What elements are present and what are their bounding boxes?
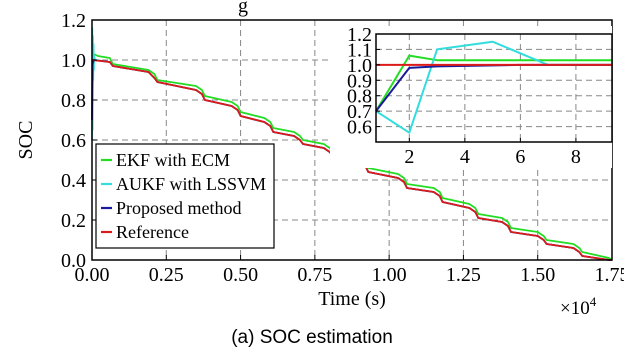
inset-x-tick-label: 2 xyxy=(404,146,414,168)
inset-grid xyxy=(376,33,612,142)
y-tick-label: 0.4 xyxy=(61,170,86,192)
x-tick-label: 1.00 xyxy=(372,264,407,286)
x-tick-label: 0.25 xyxy=(149,264,184,286)
inset-series-line-ekf xyxy=(375,54,612,112)
legend-label-proposed: Proposed method xyxy=(116,198,242,218)
inset-y-tick-label: 0.8 xyxy=(347,86,372,108)
inset-y-tick-label: 0.6 xyxy=(347,117,372,139)
inset-series xyxy=(375,40,612,134)
inset-frame xyxy=(375,33,613,143)
x-axis-label: Time (s) xyxy=(318,288,386,310)
inset-y-tick-label: 0.9 xyxy=(347,70,372,92)
x-axis-multiplier-exponent: 4 xyxy=(590,294,597,309)
x-tick-label: 0.75 xyxy=(297,264,332,286)
main-ticks: 0.00 0.25 0.50 0.75 1.00 1.25 1.50 1.75 0.0 0.2 0.… xyxy=(61,10,624,286)
y-tick-label: 1.0 xyxy=(61,50,86,72)
x-axis-multiplier: ×104 xyxy=(560,294,597,319)
inset-y-tick-label: 1.1 xyxy=(347,39,372,61)
inset-ticks: 2 4 6 8 0.60.70.80.91.01.11.2 xyxy=(347,24,581,168)
x-tick-label: 0.50 xyxy=(223,264,258,286)
inset-zoom-chart: 2 4 6 8 0.60.70.80.91.01.11.2 xyxy=(330,24,613,168)
y-tick-label: 0.6 xyxy=(61,130,86,152)
x-tick-label: 1.25 xyxy=(446,264,481,286)
y-tick-label: 0.0 xyxy=(61,250,86,272)
y-axis-label: SOC xyxy=(15,121,37,160)
chart-title-fragment: g xyxy=(238,0,248,17)
legend: EKF with ECM AUKF with LSSVM Proposed meth… xyxy=(95,143,275,249)
legend-box xyxy=(95,143,275,249)
legend-label-ekf: EKF with ECM xyxy=(116,150,230,170)
inset-y-tick-label: 1.0 xyxy=(347,55,372,77)
inset-y-tick-label: 1.2 xyxy=(347,24,372,46)
y-tick-label: 1.2 xyxy=(61,10,86,32)
x-tick-label: 0.00 xyxy=(75,264,110,286)
legend-label-aukf: AUKF with LSSVM xyxy=(116,174,266,194)
x-axis-multiplier-base: ×10 xyxy=(560,298,590,319)
x-tick-label: 1.75 xyxy=(595,264,624,286)
inset-x-tick-label: 6 xyxy=(515,146,525,168)
inset-y-tick-label: 0.7 xyxy=(347,101,372,123)
x-tick-label: 1.50 xyxy=(520,264,555,286)
inset-x-tick-label: 4 xyxy=(460,146,470,168)
y-tick-label: 0.8 xyxy=(61,90,86,112)
figure-caption: (a) SOC estimation xyxy=(231,327,393,348)
legend-label-reference: Reference xyxy=(116,222,189,242)
y-tick-label: 0.2 xyxy=(61,210,86,232)
inset-x-tick-label: 8 xyxy=(571,146,581,168)
